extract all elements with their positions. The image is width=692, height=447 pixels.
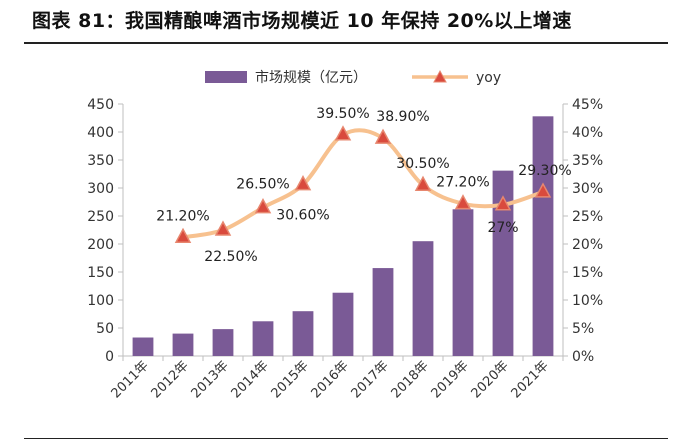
yoy-data-label: 27%: [487, 220, 518, 236]
yoy-marker: [334, 125, 352, 141]
legend-bar-label: 市场规模（亿元）: [255, 69, 367, 86]
yoy-marker: [174, 227, 192, 244]
y-right-tick-label: 0%: [572, 349, 594, 365]
y-left-tick-label: 350: [87, 153, 114, 169]
y-right-tick-label: 30%: [572, 181, 603, 197]
x-tick-label: 2011年: [109, 358, 152, 401]
y-right-tick-label: 5%: [572, 321, 594, 337]
bar: [332, 292, 354, 356]
y-right-tick-label: 35%: [572, 153, 603, 169]
yoy-marker: [534, 182, 552, 198]
y-left-tick-label: 50: [96, 321, 114, 337]
y-left-tick-label: 450: [87, 97, 114, 113]
y-right-tick-label: 10%: [572, 293, 603, 309]
data-labels: 21.20% 22.50% 26.50% 30.60% 39.50% 38.90% 30.5…: [156, 106, 571, 265]
bar: [492, 170, 514, 356]
yoy-marker: [454, 194, 472, 210]
x-tick-label: 2018年: [389, 358, 432, 401]
y-left-tick-label: 300: [87, 181, 114, 197]
yoy-data-label: 27.20%: [436, 175, 489, 191]
chart-title: 图表 81：我国精酿啤酒市场规模近 10 年保持 20%以上增速: [32, 10, 572, 32]
x-tick-label: 2012年: [149, 358, 192, 401]
y-right-tick-label: 15%: [572, 265, 603, 281]
y-left-tick-label: 100: [87, 293, 114, 309]
bar: [172, 333, 194, 356]
y-left-tick-label: 200: [87, 237, 114, 253]
y-left-tick-label: 250: [87, 209, 114, 225]
yoy-marker: [294, 175, 312, 191]
y-left-tick-label: 0: [105, 349, 114, 365]
bar: [372, 268, 394, 356]
x-tick-label: 2013年: [189, 358, 232, 401]
x-tick-label: 2021年: [509, 358, 552, 401]
yoy-marker: [414, 175, 432, 191]
yoy-marker: [214, 220, 232, 236]
x-tick-label: 2014年: [229, 358, 272, 401]
legend-bar-swatch: [205, 71, 247, 83]
yoy-data-label: 22.50%: [204, 249, 257, 265]
y-right-tick-label: 25%: [572, 209, 603, 225]
x-tick-label: 2017年: [349, 358, 392, 401]
yoy-data-label: 30.60%: [276, 208, 329, 224]
yoy-data-label: 30.50%: [396, 156, 449, 172]
yoy-series: [174, 125, 552, 244]
bar: [452, 209, 474, 356]
y-right-tick-label: 20%: [572, 237, 603, 253]
yoy-data-label: 26.50%: [236, 177, 289, 193]
y-left-tick-label: 150: [87, 265, 114, 281]
x-tick-label: 2020年: [469, 358, 512, 401]
yoy-data-label: 21.20%: [156, 208, 209, 224]
yoy-line: [181, 128, 545, 240]
bar: [252, 321, 274, 356]
bar: [412, 241, 434, 356]
y-right-tick-label: 40%: [572, 125, 603, 141]
legend-line-label: yoy: [476, 70, 501, 86]
yoy-marker: [374, 128, 392, 144]
bar: [132, 337, 154, 356]
x-tick-label: 2015年: [269, 358, 312, 401]
yoy-marker: [254, 198, 272, 214]
bar: [292, 311, 314, 356]
yoy-data-label: 39.50%: [316, 106, 369, 122]
title-rule: [24, 42, 668, 44]
x-tick-label: 2019年: [429, 358, 472, 401]
legend-marker-icon: [433, 69, 447, 83]
yoy-data-label: 29.30%: [518, 163, 571, 179]
bottom-rule: [24, 438, 668, 439]
bar: [212, 329, 234, 356]
y-right-tick-label: 45%: [572, 97, 603, 113]
bar: [532, 116, 554, 356]
yoy-data-label: 38.90%: [376, 109, 429, 125]
bar-series: [132, 116, 554, 356]
y-left-tick-label: 400: [87, 125, 114, 141]
yoy-marker: [494, 195, 512, 211]
x-tick-label: 2016年: [309, 358, 352, 401]
legend: 市场规模（亿元） yoy: [205, 69, 501, 86]
